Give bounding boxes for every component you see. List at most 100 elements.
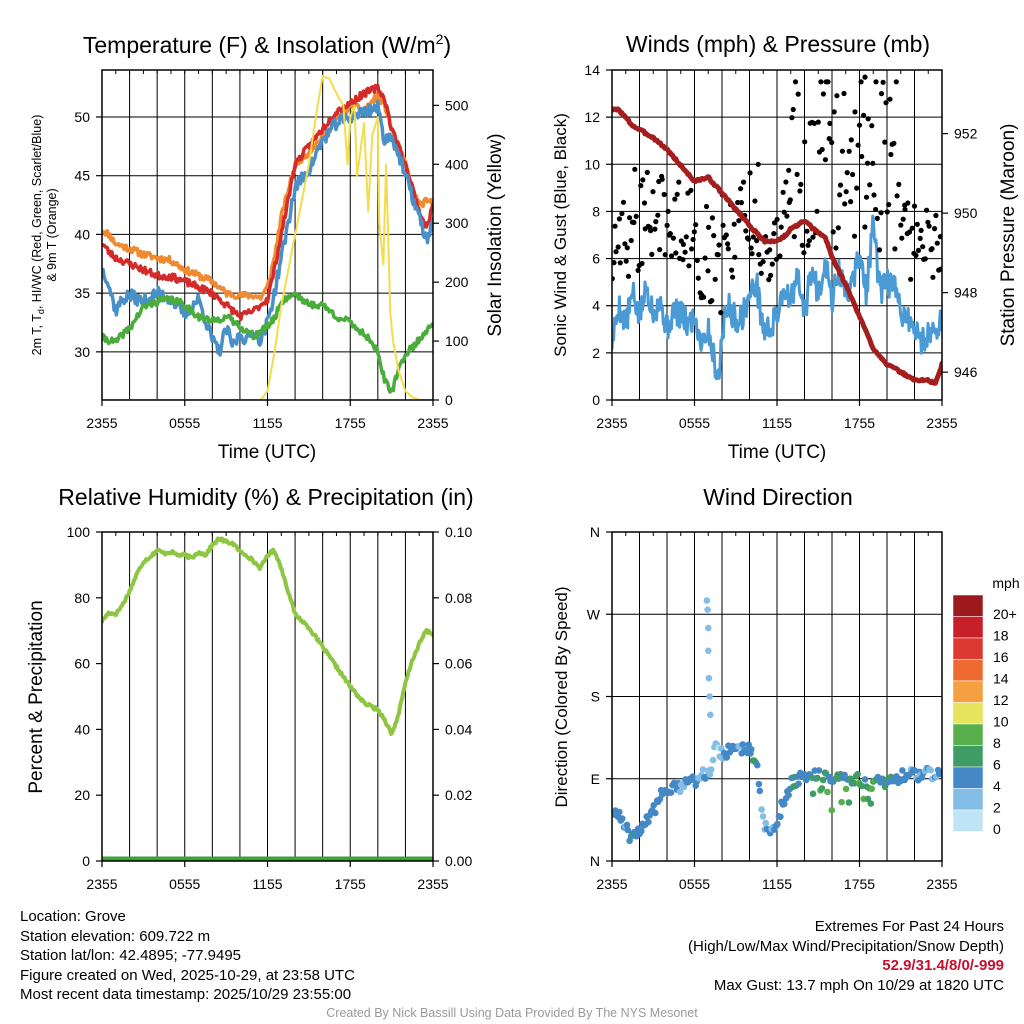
gust-point (861, 112, 867, 118)
legend-swatch (952, 788, 984, 811)
direction-grid (612, 531, 942, 862)
gust-point (732, 254, 738, 260)
latlon-text: Station lat/lon: 42.4895; -77.9495 (20, 947, 242, 964)
gust-point (715, 252, 721, 258)
y-tick-label: 40 (74, 226, 90, 242)
gust-point (864, 160, 871, 166)
gust-point (878, 91, 885, 97)
gust-point (632, 166, 638, 172)
direction-x-axis: 2355 0555 1155 1755 2355 (596, 532, 958, 892)
humidity-grid (129, 532, 406, 861)
direction-point (723, 754, 731, 761)
gust-point (791, 234, 797, 240)
gust-point (902, 206, 908, 213)
direction-point (739, 741, 747, 748)
gust-point (920, 244, 926, 250)
gust-point (712, 276, 718, 282)
hi-wc-line (102, 99, 433, 357)
gust-point (822, 157, 829, 163)
direction-point (680, 783, 688, 791)
gust-point (702, 255, 708, 261)
gust-point (850, 171, 856, 178)
gust-point (900, 216, 906, 222)
gust-point (694, 257, 700, 263)
gust-point (649, 251, 655, 257)
temperature-ylabel-line2: & 9m T (Orange) (45, 188, 59, 281)
gust-point (797, 188, 803, 194)
gust-point (789, 115, 795, 121)
legend-swatch (952, 766, 984, 789)
y-tick-label: 14 (584, 62, 600, 78)
gust-point (878, 210, 884, 216)
gust-point (891, 140, 897, 146)
y-tick-label: S (591, 689, 600, 705)
direction-point (937, 770, 942, 778)
direction-point (795, 780, 802, 788)
gust-point (683, 234, 689, 240)
extremes-subtitle: (High/Low/Max Wind/Precipitation/Snow De… (688, 937, 1004, 955)
legend-swatch (952, 680, 984, 703)
direction-point (616, 808, 623, 816)
gust-point (729, 267, 735, 273)
gust-point (848, 137, 854, 143)
x-tick-label: 1155 (762, 876, 792, 892)
gust-point (750, 234, 756, 240)
gust-point (612, 260, 617, 266)
direction-point (756, 787, 764, 795)
winds-ylabel: Sonic Wind & Gust (Blue, Black) (551, 113, 570, 357)
direction-ylabel: Direction (Colored By Speed) (552, 586, 571, 807)
gust-point (906, 229, 913, 235)
direction-title: Wind Direction (703, 484, 853, 510)
y2-tick-label: 946 (954, 364, 978, 380)
gust-point (846, 148, 852, 154)
winds-x-axis: 2355 0555 1155 1755 2355 (596, 70, 958, 431)
gust-point (880, 79, 886, 85)
gust-point (665, 208, 671, 214)
temperature-y-axis: 30 35 40 45 50 (74, 109, 102, 360)
gust-point (620, 199, 627, 205)
gust-point (899, 235, 905, 241)
legend-label: 6 (993, 756, 1001, 772)
gust-point (783, 179, 789, 185)
extremes-values: 52.9/31.4/8/0/-999 (882, 957, 1004, 974)
gust-point (706, 224, 712, 230)
y-tick-label: 60 (74, 656, 90, 672)
direction-point (705, 624, 712, 632)
gust-point (896, 181, 902, 187)
y2-tick-label: 0.00 (445, 853, 472, 869)
gust-point (745, 236, 752, 242)
max-gust-point (862, 74, 868, 80)
gust-point (774, 216, 780, 222)
gust-point (725, 246, 731, 252)
gust-point (653, 219, 659, 225)
y2-tick-label: 0.10 (445, 524, 472, 540)
direction-point (762, 819, 769, 827)
gust-point (829, 139, 835, 146)
y-tick-label: E (591, 771, 600, 787)
gust-point (752, 198, 758, 204)
gust-point (914, 221, 920, 227)
legend-swatch (952, 659, 984, 682)
gust-point (680, 257, 686, 263)
gust-point (856, 122, 863, 128)
gust-point (888, 151, 894, 158)
direction-point (706, 693, 713, 700)
gust-point (640, 177, 646, 183)
direction-point (707, 766, 715, 773)
humidity-series (102, 536, 433, 861)
gust-point (786, 167, 792, 173)
y-tick-label: 45 (74, 168, 90, 184)
gust-point (869, 123, 875, 129)
gust-point (863, 194, 870, 200)
gust-point (652, 226, 658, 232)
gust-point (631, 219, 637, 226)
gust-point (884, 209, 890, 215)
gust-point (626, 215, 633, 221)
gust-point (837, 182, 844, 188)
winds-xlabel: Time (UTC) (728, 442, 827, 463)
x-tick-label: 1755 (844, 415, 875, 431)
direction-point (624, 826, 632, 834)
y2-tick-label: 952 (954, 126, 978, 142)
gust-point (628, 237, 634, 244)
gust-point (725, 241, 731, 247)
